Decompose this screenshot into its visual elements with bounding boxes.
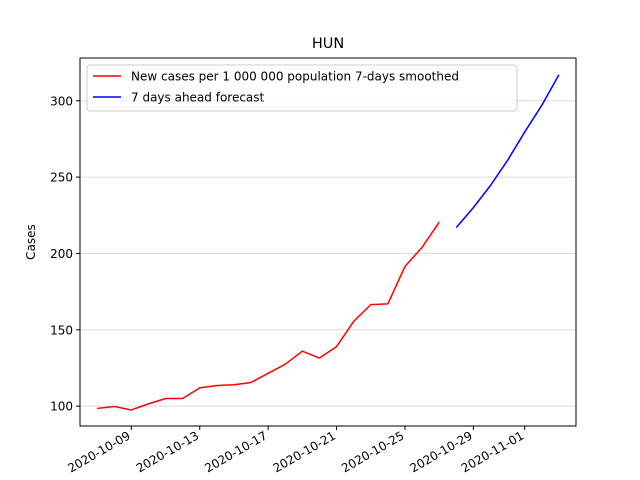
y-axis-label: Cases: [24, 224, 38, 260]
y-tick-label: 250: [50, 171, 73, 185]
y-tick-label: 300: [50, 94, 73, 108]
plot-frame: [79, 57, 577, 427]
y-axis: 100 150 200 250 300: [50, 94, 80, 414]
legend-label-cases: New cases per 1 000 000 population 7-day…: [131, 70, 459, 84]
legend-label-forecast: 7 days ahead forecast: [131, 91, 265, 105]
y-tick-label: 150: [50, 323, 73, 337]
legend-box: [86, 64, 518, 112]
y-tick-label: 200: [50, 247, 73, 261]
chart-title: HUN: [312, 36, 344, 52]
legend: New cases per 1 000 000 population 7-day…: [86, 64, 518, 112]
series-line-0: [97, 221, 440, 411]
series-layer: [97, 74, 560, 411]
y-tick-label: 100: [50, 400, 73, 414]
series-line-1: [455, 74, 560, 228]
grid-layer: [80, 100, 576, 407]
